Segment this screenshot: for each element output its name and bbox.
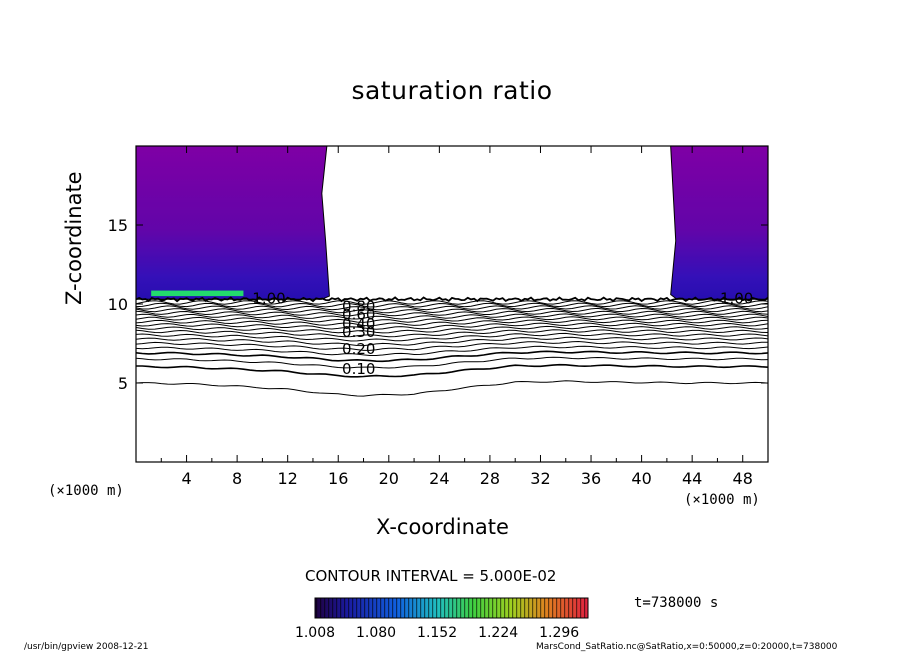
colorbar-tick-label: 1.080 — [356, 625, 396, 641]
contour-line — [136, 340, 768, 351]
contour-line — [136, 345, 768, 356]
contour-label: 0.20 — [342, 340, 375, 358]
contour-line — [136, 332, 768, 342]
x-tick-label: 16 — [328, 469, 348, 488]
colorbar — [314, 597, 589, 619]
x-tick-label: 8 — [232, 469, 242, 488]
x-tick-label: 12 — [278, 469, 298, 488]
contour-line — [136, 307, 768, 314]
x-unit-right: (×1000 m) — [684, 492, 760, 508]
contour-line — [136, 316, 768, 323]
colorbar-ticks: 1.008 1.080 1.152 1.224 1.296 — [295, 625, 579, 641]
contour-line — [136, 363, 768, 378]
contour-label: 0.30 — [342, 323, 375, 341]
contour-label: 0.80 — [342, 298, 375, 316]
colorbar-tick-label: 1.008 — [295, 625, 335, 641]
supersaturated-regions — [136, 146, 768, 300]
contour-interval: CONTOUR INTERVAL = 5.000E-02 — [305, 567, 557, 585]
x-unit-left: (×1000 m) — [48, 483, 124, 499]
x-tick-label: 4 — [181, 469, 191, 488]
contour-label: 0.60 — [342, 305, 375, 323]
contour-line — [136, 380, 768, 397]
colorbar-tick-label: 1.152 — [417, 625, 457, 641]
x-tick-label: 40 — [631, 469, 651, 488]
contour-line — [136, 300, 768, 305]
supersaturated-region-shade — [136, 146, 330, 300]
chart-title: saturation ratio — [351, 76, 553, 105]
colorbar-frame — [314, 597, 589, 619]
y-axis-label: Z-coordinate — [62, 171, 86, 305]
supersaturation-peak — [151, 290, 244, 297]
contour-lines — [136, 296, 768, 397]
footer-right: MarsCond_SatRatio.nc@SatRatio,x=0:50000,… — [536, 642, 838, 652]
footer-left: /usr/bin/gpview 2008-12-21 — [24, 642, 149, 652]
contour-line — [136, 325, 768, 334]
y-tick-label: 10 — [108, 295, 128, 314]
contour-line — [136, 322, 768, 330]
colorbar-tick-label: 1.296 — [539, 625, 579, 641]
supersaturated-region-shade — [670, 146, 768, 300]
x-tick-label: 20 — [379, 469, 399, 488]
supersaturated-region — [670, 146, 768, 300]
contour-line — [136, 350, 768, 363]
contour-label: 0.10 — [342, 360, 375, 378]
colorbar-stripes — [315, 598, 588, 618]
contour-label: 1.00 — [252, 290, 285, 308]
contour-label: 0.40 — [342, 315, 375, 333]
x-axis-label: X-coordinate — [376, 515, 509, 539]
y-tick-label: 15 — [108, 216, 128, 235]
x-tick-label: 36 — [581, 469, 601, 488]
x-axis-ticks: 4 8 12 16 20 24 28 32 36 40 44 48 — [160, 146, 753, 488]
contour-line-1.00 — [136, 296, 768, 303]
x-tick-label: 28 — [480, 469, 500, 488]
contour-label: 1.00 — [720, 290, 753, 308]
contour-labels: 1.00 0.10 0.200.300.400.600.80 1.00 — [252, 290, 753, 378]
contour-line — [136, 356, 768, 369]
contour-line — [136, 336, 768, 347]
contour-line — [136, 305, 768, 311]
y-axis-ticks: 5 10 15 — [108, 216, 768, 393]
x-tick-label: 32 — [530, 469, 550, 488]
contour-line — [136, 329, 768, 338]
contour-line — [136, 319, 768, 327]
time-label: t=738000 s — [634, 595, 719, 611]
contour-line — [136, 313, 768, 320]
y-tick-label: 5 — [118, 374, 128, 393]
contour-line — [136, 310, 768, 317]
x-tick-label: 24 — [429, 469, 449, 488]
contour-line — [136, 302, 768, 308]
colorbar-tick-label: 1.224 — [478, 625, 518, 641]
x-tick-label: 48 — [733, 469, 753, 488]
x-tick-label: 44 — [682, 469, 702, 488]
